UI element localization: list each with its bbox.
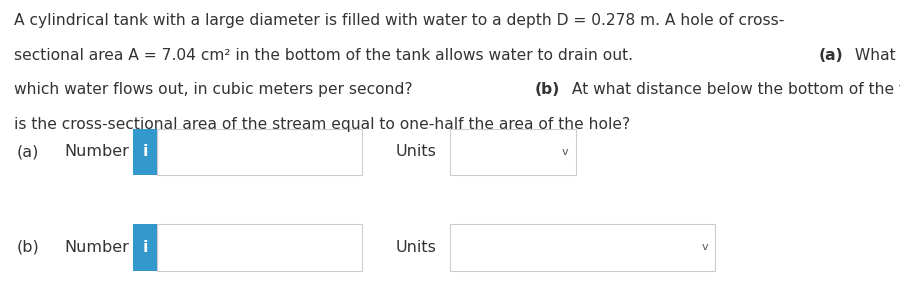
Text: (a): (a): [818, 48, 843, 63]
Text: Units: Units: [396, 144, 436, 159]
Text: Number: Number: [65, 240, 130, 255]
Text: Units: Units: [396, 240, 436, 255]
Text: is the cross-sectional area of the stream equal to one-half the area of the hole: is the cross-sectional area of the strea…: [14, 117, 630, 132]
FancyBboxPatch shape: [157, 129, 362, 175]
Text: A cylindrical tank with a large diameter is filled with water to a depth D = 0.2: A cylindrical tank with a large diameter…: [14, 13, 784, 28]
Text: (b): (b): [534, 82, 560, 97]
Text: (b): (b): [16, 240, 39, 255]
Text: i: i: [142, 240, 148, 255]
FancyBboxPatch shape: [133, 129, 157, 175]
Text: v: v: [701, 242, 708, 252]
Text: i: i: [142, 144, 148, 159]
FancyBboxPatch shape: [133, 224, 157, 271]
Text: Number: Number: [65, 144, 130, 159]
Text: sectional area A = 7.04 cm² in the bottom of the tank allows water to drain out.: sectional area A = 7.04 cm² in the botto…: [14, 48, 637, 63]
Text: At what distance below the bottom of the tank: At what distance below the bottom of the…: [567, 82, 900, 97]
FancyBboxPatch shape: [450, 129, 576, 175]
FancyBboxPatch shape: [450, 224, 716, 271]
Text: which water flows out, in cubic meters per second?: which water flows out, in cubic meters p…: [14, 82, 417, 97]
Text: (a): (a): [16, 144, 39, 159]
FancyBboxPatch shape: [157, 224, 362, 271]
Text: v: v: [562, 147, 569, 157]
Text: What is the rate at: What is the rate at: [850, 48, 900, 63]
